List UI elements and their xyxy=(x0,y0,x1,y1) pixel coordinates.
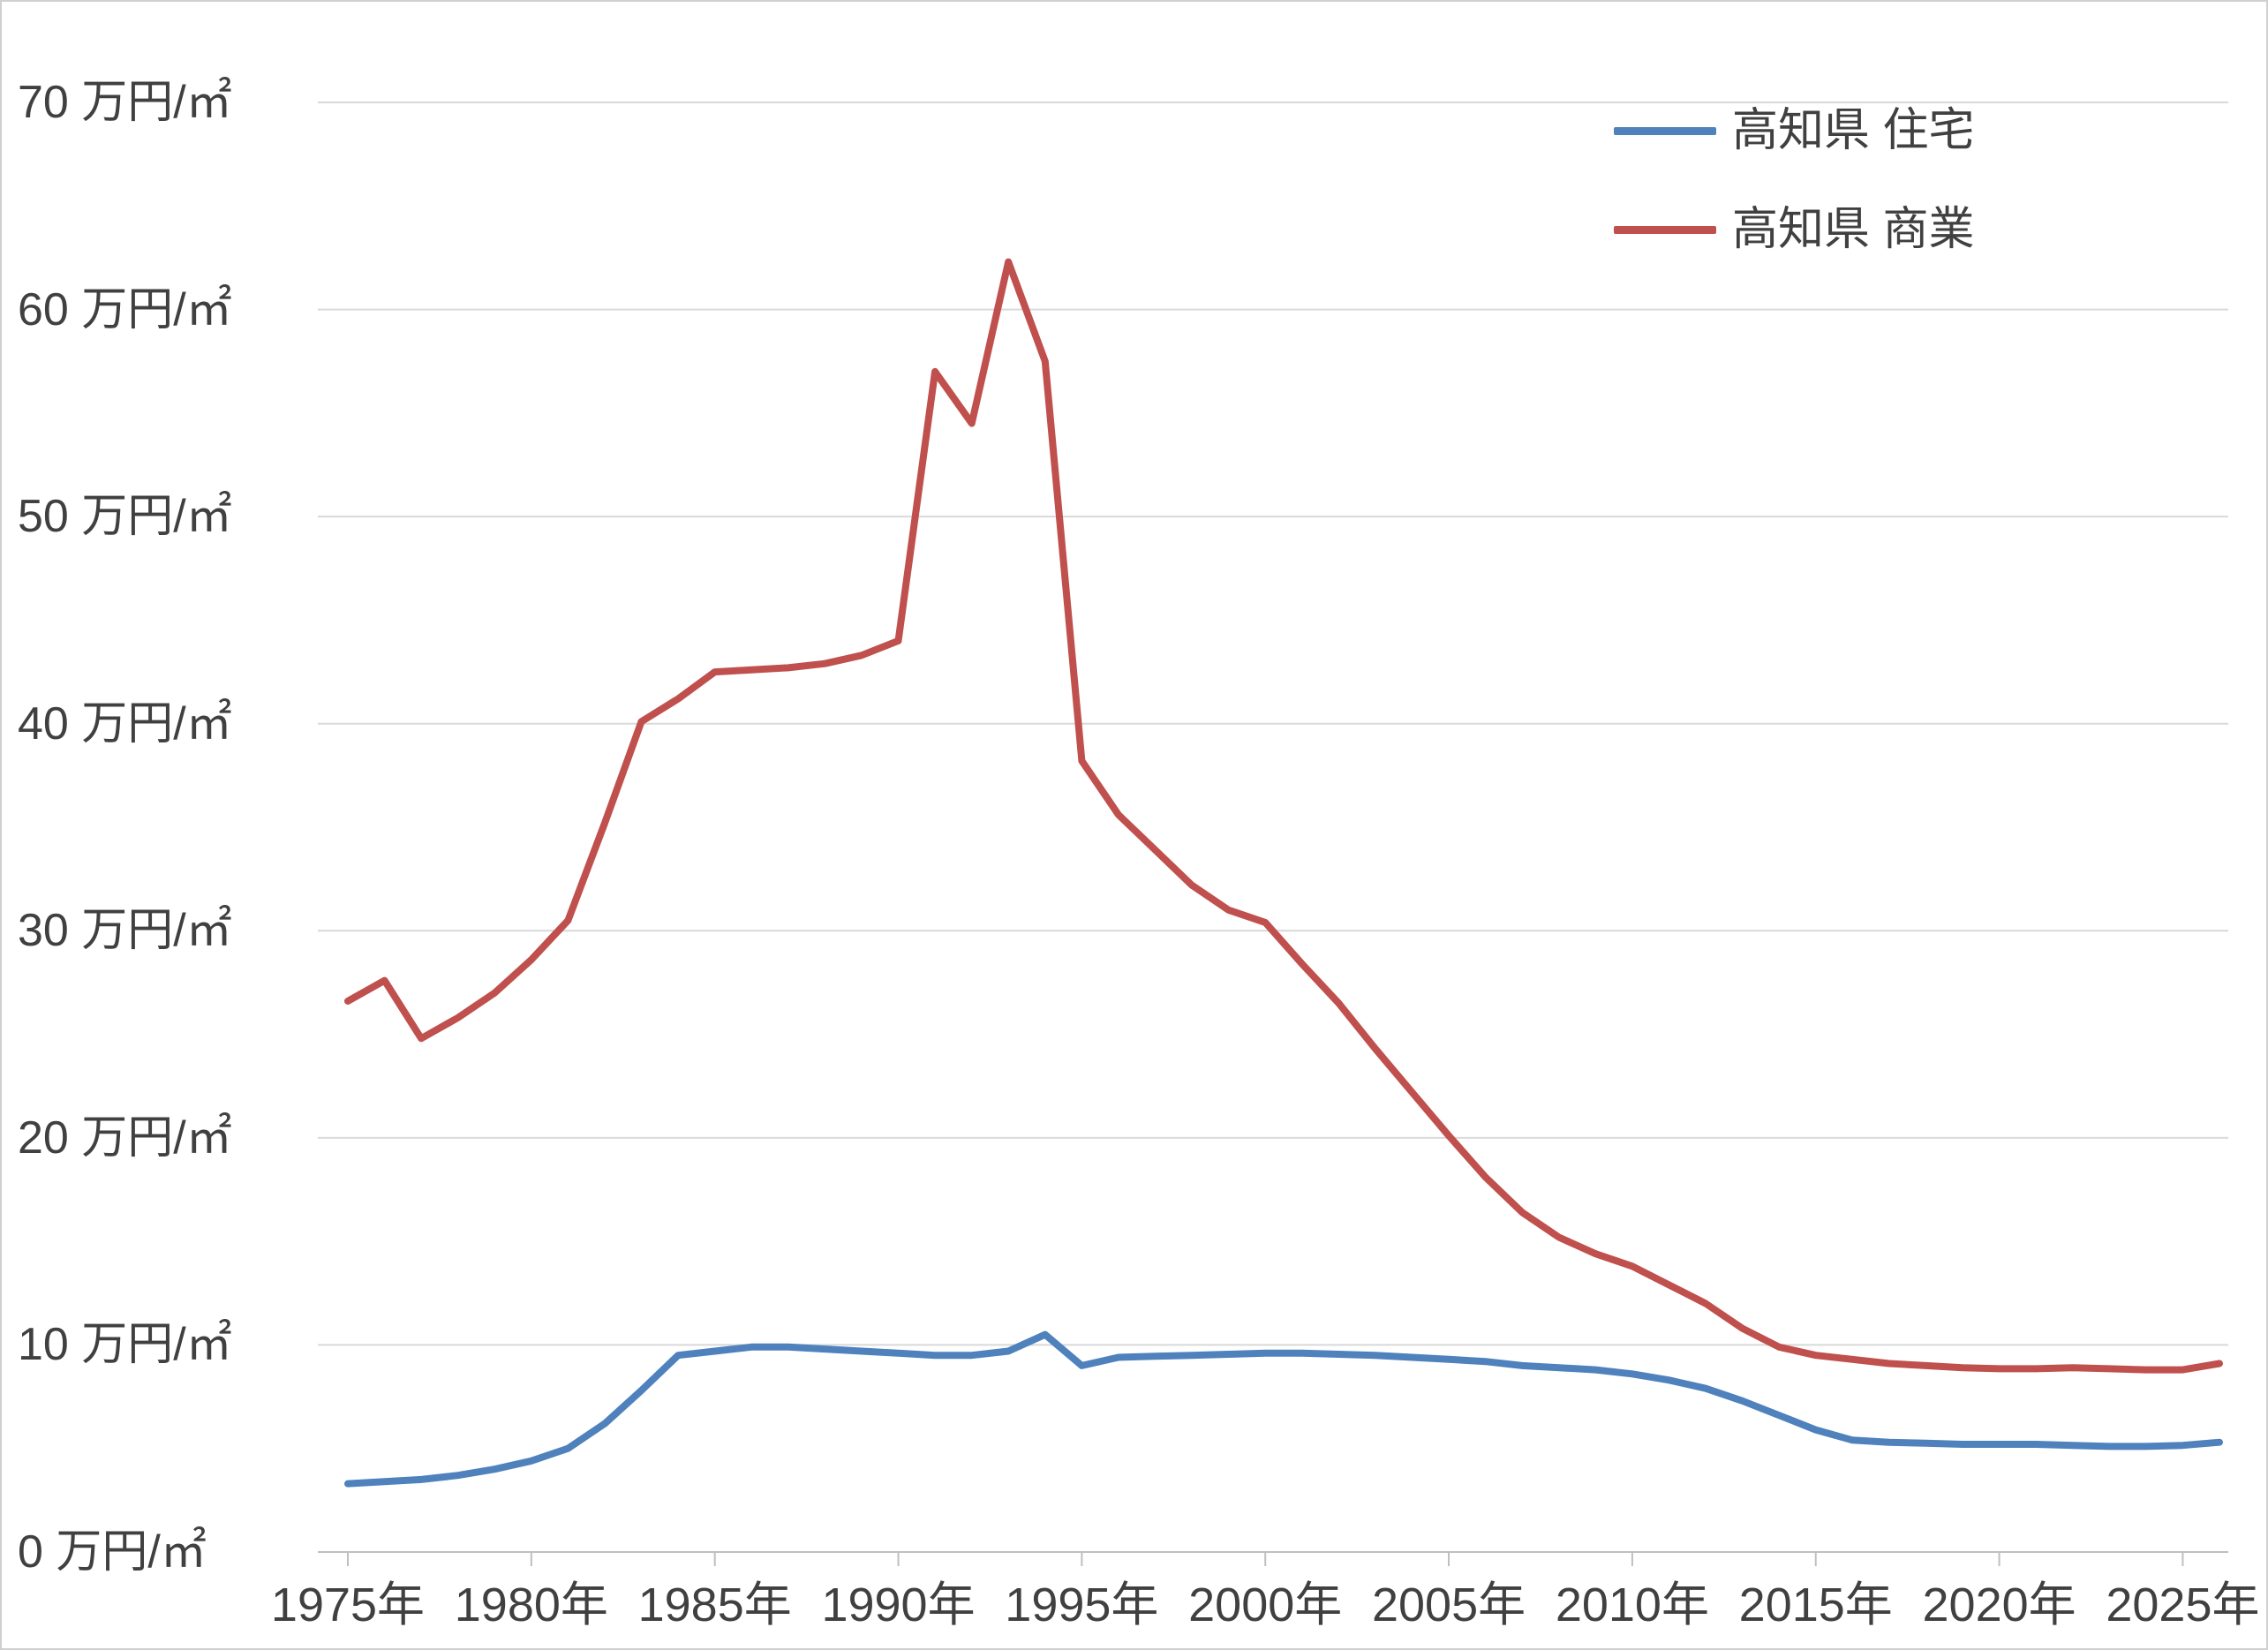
legend-item-commercial: 高知県 商業 xyxy=(1614,203,1974,256)
x-tick-label-2000: 2000年 xyxy=(1188,1578,1343,1631)
legend-label-residential: 高知県 住宅 xyxy=(1732,105,1975,156)
x-tick-label-1990: 1990年 xyxy=(821,1578,976,1631)
y-tick-label-20: 20 万円/㎡ xyxy=(18,1111,232,1164)
y-tick-label-10: 10 万円/㎡ xyxy=(18,1319,232,1371)
legend-line-swatch-commercial xyxy=(1614,225,1716,234)
y-tick-label-50: 50 万円/㎡ xyxy=(18,491,232,543)
x-tick-label-2020: 2020年 xyxy=(1922,1578,2076,1631)
x-tick-label-2010: 2010年 xyxy=(1555,1578,1709,1631)
legend-line-swatch-residential xyxy=(1614,126,1716,135)
x-tick-label-1995: 1995年 xyxy=(1005,1578,1159,1631)
y-tick-label-30: 30 万円/㎡ xyxy=(18,905,232,957)
series-line-commercial xyxy=(344,258,2223,1374)
y-tick-label-40: 40 万円/㎡ xyxy=(18,697,232,750)
legend: 高知県 住宅 高知県 商業 xyxy=(1614,104,1974,256)
x-tick-label-2005: 2005年 xyxy=(1371,1578,1526,1631)
x-tick-label-2015: 2015年 xyxy=(1738,1578,1893,1631)
x-tick-label-1975: 1975年 xyxy=(270,1578,426,1631)
y-tick-label-60: 60 万円/㎡ xyxy=(18,283,232,335)
series-line-residential xyxy=(344,1330,2223,1488)
legend-label-commercial: 高知県 商業 xyxy=(1732,204,1975,255)
legend-item-residential: 高知県 住宅 xyxy=(1614,104,1974,157)
y-tick-label-70: 70 万円/㎡ xyxy=(18,77,232,128)
x-tick-label-1980: 1980年 xyxy=(454,1578,608,1631)
y-tick-label-0: 0 万円/㎡ xyxy=(18,1526,207,1578)
x-tick-label-2025: 2025年 xyxy=(2106,1578,2260,1631)
x-tick-label-1985: 1985年 xyxy=(637,1578,792,1631)
